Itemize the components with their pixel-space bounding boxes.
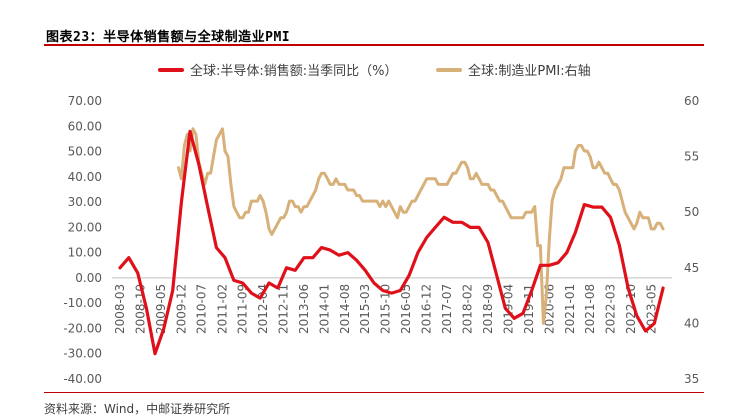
- series-line-semiconductor: [118, 129, 665, 356]
- left-tick-label: 70.00: [68, 94, 102, 108]
- series-layer: [118, 127, 665, 356]
- left-axis-ticks: 70.00 60.00 50.00 40.00 30.00 20.00 10.00 0.00 -…: [63, 94, 102, 386]
- x-tick-label: 2015-10: [379, 284, 393, 334]
- x-tick-label: 2008-03: [113, 284, 127, 334]
- left-tick-label: 60.00: [68, 119, 102, 133]
- x-tick-label: 2019-11: [522, 284, 536, 334]
- x-tick-label: 2011-02: [215, 284, 229, 334]
- x-tick-label: 2019-04: [501, 284, 515, 334]
- right-tick-label: 35: [684, 372, 699, 386]
- legend-item-semiconductor: 全球:半导体:销售额:当季同比（%）: [158, 60, 398, 79]
- x-tick-label: 2016-12: [420, 284, 434, 334]
- legend-swatch-pmi: [436, 67, 462, 72]
- left-tick-label: 50.00: [68, 145, 102, 159]
- chart-legend: 全球:半导体:销售额:当季同比（%） 全球:制造业PMI:右轴: [0, 60, 741, 82]
- x-tick-label: 2010-07: [195, 284, 209, 334]
- x-tick-label: 2018-09: [481, 284, 495, 334]
- left-tick-label: 40.00: [68, 170, 102, 184]
- left-tick-label: 30.00: [68, 195, 102, 209]
- figure-title-bar: 图表23：半导体销售额与全球制造业PMI: [44, 22, 704, 46]
- right-tick-label: 55: [684, 150, 699, 164]
- figure-title: 图表23：半导体销售额与全球制造业PMI: [46, 30, 291, 45]
- left-tick-label: 0.00: [75, 271, 102, 285]
- x-tick-label: 2018-02: [461, 284, 475, 334]
- x-tick-label: 2014-08: [338, 284, 352, 334]
- x-tick-label: 2021-08: [583, 284, 597, 334]
- left-tick-label: 10.00: [68, 246, 102, 260]
- right-tick-label: 60: [684, 94, 699, 108]
- left-tick-label: -10.00: [63, 296, 102, 310]
- series-line-pmi: [177, 127, 665, 325]
- x-tick-label: 2009-12: [174, 284, 188, 334]
- x-tick-label: 2014-01: [318, 284, 332, 334]
- legend-swatch-semiconductor: [158, 67, 184, 72]
- right-tick-label: 45: [684, 261, 699, 275]
- x-tick-label: 2016-05: [399, 284, 413, 334]
- legend-label-pmi: 全球:制造业PMI:右轴: [468, 64, 591, 79]
- right-tick-label: 40: [684, 316, 699, 330]
- source-note: 资料来源：Wind，中邮证券研究所: [44, 402, 231, 416]
- x-tick-label: 2015-03: [358, 284, 372, 334]
- legend-label-semiconductor: 全球:半导体:销售额:当季同比（%）: [190, 64, 398, 79]
- x-tick-label: 2017-07: [440, 284, 454, 334]
- left-tick-label: -30.00: [63, 347, 102, 361]
- x-tick-label: 2022-03: [603, 284, 617, 334]
- right-tick-label: 50: [684, 205, 699, 219]
- x-tick-label: 2011-09: [236, 284, 250, 334]
- x-tick-label: 2022-10: [624, 284, 638, 334]
- right-axis-ticks: 60 55 50 45 40 35: [684, 94, 699, 386]
- left-tick-label: -40.00: [63, 372, 102, 386]
- left-tick-label: 20.00: [68, 220, 102, 234]
- x-tick-label: 2012-11: [277, 284, 291, 334]
- left-tick-label: -20.00: [63, 321, 102, 335]
- source-divider: [44, 392, 704, 393]
- x-tick-label: 2013-06: [297, 284, 311, 334]
- legend-item-pmi: 全球:制造业PMI:右轴: [436, 60, 591, 79]
- x-axis-ticks: 2008-03 2008-10 2009-05 2009-12 2010-07 2011-…: [113, 284, 658, 334]
- x-tick-label: 2021-01: [563, 284, 577, 334]
